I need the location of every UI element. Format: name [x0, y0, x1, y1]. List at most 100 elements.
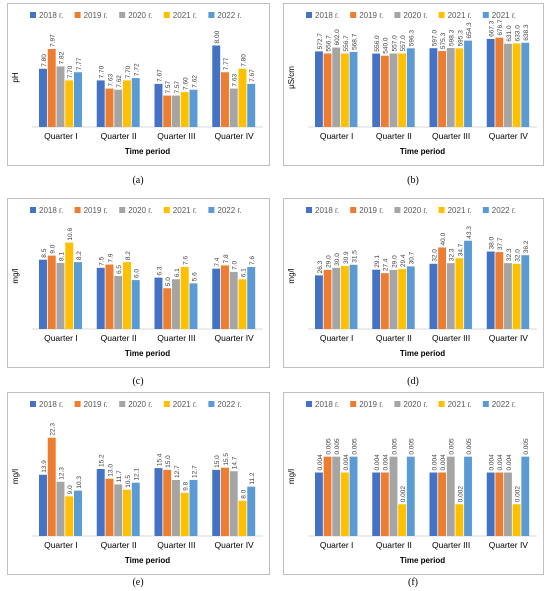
bar: [429, 263, 438, 329]
bar: [163, 95, 172, 127]
data-label: 7.72: [134, 63, 141, 76]
bar: [180, 92, 189, 127]
data-label: 572.7: [317, 33, 324, 50]
bar: [154, 468, 163, 536]
chart-svg-f: 2018 г. 2019 г. 2020 г. 2021 г. 2022 г. mg/l 0…: [287, 400, 537, 565]
category-label: Quarter II: [101, 540, 137, 550]
bar: [47, 48, 56, 127]
data-label: 29.0: [325, 255, 332, 268]
legend-label: 2021 г.: [173, 206, 197, 215]
caption-c: (c): [132, 376, 144, 387]
legend-label: 2022 г.: [217, 400, 241, 409]
bar: [495, 252, 504, 329]
legend-swatch: [394, 12, 401, 18]
bar: [380, 273, 389, 329]
data-label: 8.2: [76, 251, 83, 260]
category-label: Quarter II: [101, 333, 137, 343]
legend-swatch: [438, 207, 445, 213]
legend-swatch: [30, 401, 36, 407]
chart-svg-c: 2018 г. 2019 г. 2020 г. 2021 г. 2022 г. mg/l 8…: [11, 206, 263, 358]
data-label: 540.0: [383, 37, 390, 54]
data-label: 6.5: [116, 265, 123, 274]
bar: [323, 269, 332, 329]
bar: [180, 267, 189, 329]
data-label: 557.0: [400, 35, 407, 52]
legend-label: 2020 г.: [128, 11, 152, 20]
data-label: 7.67: [156, 69, 163, 82]
bar: [189, 89, 198, 127]
legend-swatch: [119, 207, 126, 213]
x-axis-label: Time period: [125, 349, 170, 358]
bar: [212, 469, 221, 536]
data-label: 12.7: [174, 465, 181, 478]
data-label: 6.1: [174, 268, 181, 277]
bar: [429, 48, 438, 127]
bar: [521, 42, 530, 127]
category-label: Quarter II: [376, 333, 412, 343]
data-label: 36.2: [523, 240, 530, 253]
data-label: 6.1: [240, 268, 247, 277]
legend-label: 2021 г.: [173, 11, 197, 20]
legend-label: 2018 г.: [39, 206, 63, 215]
bar: [504, 472, 512, 536]
data-label: 29.1: [374, 255, 381, 268]
data-label: 0.004: [343, 454, 350, 471]
legend-swatch: [208, 401, 215, 407]
data-label: 29.0: [391, 255, 398, 268]
bar: [96, 469, 105, 536]
bar: [521, 255, 530, 329]
bar: [247, 83, 256, 127]
bar: [372, 269, 381, 329]
chart-svg-d: 2018 г. 2019 г. 2020 г. 2021 г. 2022 г. mg/l 2…: [287, 206, 537, 358]
legend-swatch: [30, 12, 36, 18]
data-label: 30.0: [334, 253, 341, 266]
category-label: Quarter II: [376, 131, 412, 141]
bar: [96, 267, 105, 329]
caption-f: (f): [408, 577, 418, 588]
data-label: 14.7: [232, 456, 239, 469]
chart-panel-b: 2018 г. 2019 г. 2020 г. 2021 г. 2021 г. μS/cm…: [283, 3, 544, 166]
data-label: 5.0: [165, 277, 172, 286]
legend-swatch: [119, 401, 126, 407]
bar: [438, 247, 446, 329]
data-label: 631.0: [506, 25, 513, 42]
data-label: 15.2: [99, 454, 106, 467]
bar: [172, 279, 180, 329]
bar: [389, 269, 398, 329]
legend-label: 2018 г.: [39, 11, 63, 20]
bar: [512, 43, 521, 127]
legend-label: 2020 г.: [403, 11, 427, 20]
data-label: 7.62: [191, 75, 198, 88]
category-label: Quarter I: [44, 540, 78, 550]
bar: [131, 482, 140, 536]
bar: [455, 258, 464, 329]
data-label: 12.3: [58, 467, 65, 480]
data-label: 6.3: [156, 266, 163, 275]
data-label: 9.0: [50, 244, 57, 253]
legend-label: 2019 г.: [84, 206, 108, 215]
bar: [315, 275, 323, 329]
data-label: 0.004: [431, 454, 438, 471]
bar: [238, 500, 247, 536]
legend-label: 2018 г.: [315, 206, 339, 215]
chart-svg-e: 2018 г. 2019 г. 2020 г. 2021 г. 2022 г. mg/l 1…: [11, 400, 263, 565]
data-label: 7.97: [50, 34, 57, 47]
legend-label: 2021 г.: [448, 206, 472, 215]
data-label: 7.63: [107, 74, 114, 87]
legend-swatch: [119, 12, 126, 18]
bar: [47, 255, 56, 329]
bar: [521, 456, 530, 536]
bar: [131, 280, 140, 329]
data-label: 7.70: [125, 65, 132, 78]
legend-label: 2020 г.: [403, 206, 427, 215]
data-label: 8.2: [125, 251, 132, 260]
data-label: 0.005: [409, 438, 416, 455]
bar: [406, 456, 415, 536]
bar: [340, 472, 349, 536]
bar: [389, 53, 398, 128]
bar: [238, 279, 247, 329]
category-label: Quarter III: [157, 333, 195, 343]
bar: [65, 242, 74, 329]
bar: [446, 456, 455, 536]
x-axis-label: Time period: [400, 556, 445, 565]
